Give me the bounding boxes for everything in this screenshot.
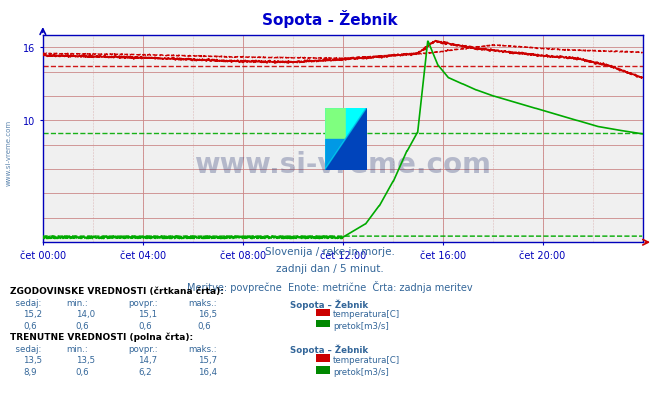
Text: min.:: min.: bbox=[66, 299, 88, 308]
Text: 16,5: 16,5 bbox=[198, 310, 217, 318]
Text: povpr.:: povpr.: bbox=[129, 299, 158, 308]
Text: TRENUTNE VREDNOSTI (polna črta):: TRENUTNE VREDNOSTI (polna črta): bbox=[10, 332, 193, 342]
Text: povpr.:: povpr.: bbox=[129, 344, 158, 353]
Text: Sopota – Žebnik: Sopota – Žebnik bbox=[290, 344, 368, 354]
Text: Sopota – Žebnik: Sopota – Žebnik bbox=[290, 299, 368, 309]
Text: ZGODOVINSKE VREDNOSTI (črtkana črta):: ZGODOVINSKE VREDNOSTI (črtkana črta): bbox=[10, 287, 224, 296]
Text: 0,6: 0,6 bbox=[76, 367, 90, 376]
Text: 0,6: 0,6 bbox=[138, 321, 152, 330]
Text: zadnji dan / 5 minut.: zadnji dan / 5 minut. bbox=[275, 263, 384, 273]
Text: 8,9: 8,9 bbox=[23, 367, 36, 376]
Text: sedaj:: sedaj: bbox=[10, 299, 42, 308]
Text: 13,5: 13,5 bbox=[76, 355, 95, 364]
Text: maks.:: maks.: bbox=[188, 344, 216, 353]
Text: 6,2: 6,2 bbox=[138, 367, 152, 376]
Text: 16,4: 16,4 bbox=[198, 367, 217, 376]
Text: 15,1: 15,1 bbox=[138, 310, 158, 318]
Text: 0,6: 0,6 bbox=[23, 321, 37, 330]
Text: pretok[m3/s]: pretok[m3/s] bbox=[333, 367, 389, 376]
Text: Meritve: povprečne  Enote: metrične  Črta: zadnja meritev: Meritve: povprečne Enote: metrične Črta:… bbox=[186, 280, 473, 292]
Text: Slovenija / reke in morje.: Slovenija / reke in morje. bbox=[264, 247, 395, 257]
Text: 14,7: 14,7 bbox=[138, 355, 158, 364]
Text: www.si-vreme.com: www.si-vreme.com bbox=[5, 119, 11, 185]
Text: min.:: min.: bbox=[66, 344, 88, 353]
Text: temperatura[C]: temperatura[C] bbox=[333, 355, 400, 364]
Text: 0,6: 0,6 bbox=[76, 321, 90, 330]
Text: pretok[m3/s]: pretok[m3/s] bbox=[333, 321, 389, 330]
Text: 13,5: 13,5 bbox=[23, 355, 42, 364]
Text: maks.:: maks.: bbox=[188, 299, 216, 308]
Text: sedaj:: sedaj: bbox=[10, 344, 42, 353]
Text: 14,0: 14,0 bbox=[76, 310, 95, 318]
Text: www.si-vreme.com: www.si-vreme.com bbox=[194, 150, 491, 178]
Text: 15,7: 15,7 bbox=[198, 355, 217, 364]
Text: temperatura[C]: temperatura[C] bbox=[333, 310, 400, 318]
Text: Sopota - Žebnik: Sopota - Žebnik bbox=[262, 10, 397, 28]
Text: 0,6: 0,6 bbox=[198, 321, 212, 330]
Text: 15,2: 15,2 bbox=[23, 310, 42, 318]
